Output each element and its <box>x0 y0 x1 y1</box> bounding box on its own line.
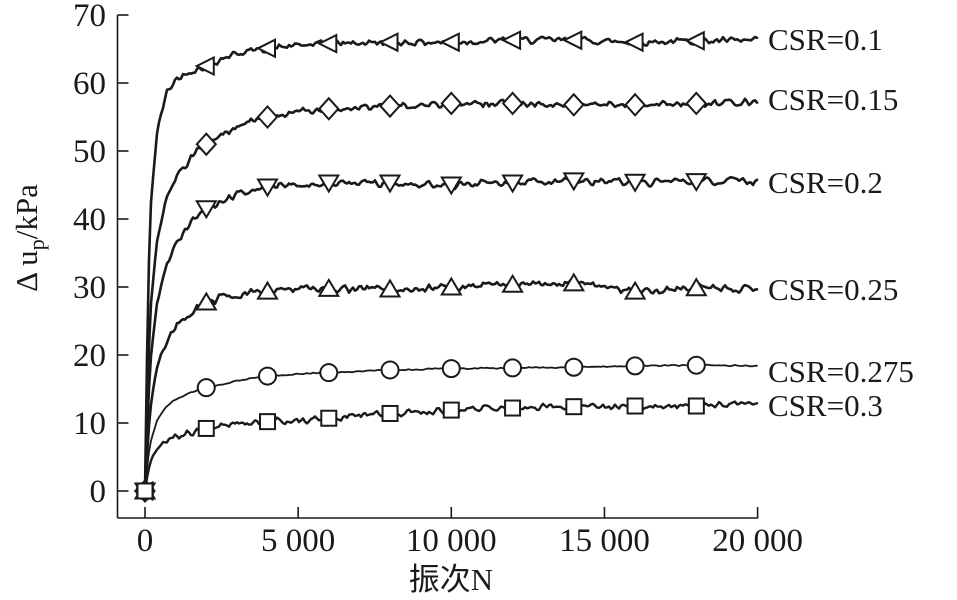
circle-marker <box>686 355 706 375</box>
series-curve-csr-0.2 <box>143 175 759 493</box>
square-marker <box>381 404 399 422</box>
circle-marker <box>441 359 461 379</box>
series-curve-csr-0.25 <box>143 278 759 493</box>
square-marker <box>197 419 215 437</box>
triangle-left-marker <box>623 32 644 53</box>
triangle-up-marker <box>256 280 279 300</box>
y-tick-label: 40 <box>73 202 106 238</box>
series-curve-csr-0.275 <box>144 363 758 492</box>
x-tick-label: 5 000 <box>261 523 335 559</box>
triangle-down-marker <box>317 174 341 194</box>
triangle-up-marker <box>317 277 341 297</box>
triangle-down-marker <box>378 174 402 194</box>
triangle-left-marker <box>255 38 276 59</box>
triangle-down-marker <box>562 172 586 192</box>
triangle-left-marker <box>562 30 583 51</box>
series-label-csr-0.2: CSR=0.2 <box>768 165 883 200</box>
diamond-marker <box>501 91 524 116</box>
diamond-marker <box>256 105 279 129</box>
triangle-up-marker <box>685 277 708 297</box>
circle-marker <box>380 360 400 380</box>
diamond-marker <box>379 94 401 119</box>
y-tick-label: 30 <box>73 270 106 306</box>
triangle-down-marker <box>256 178 279 198</box>
x-tick-label: 20 000 <box>712 523 803 559</box>
triangle-down-marker <box>685 173 708 193</box>
triangle-left-marker <box>317 33 338 54</box>
circle-marker <box>564 357 584 377</box>
diamond-marker <box>624 92 646 117</box>
diamond-marker <box>317 96 340 121</box>
triangle-down-marker <box>440 176 463 196</box>
triangle-up-marker <box>501 273 524 293</box>
triangle-up-marker <box>623 280 647 300</box>
square-marker <box>320 409 338 427</box>
triangle-down-marker <box>195 200 218 220</box>
series-label-csr-0.3: CSR=0.3 <box>768 388 883 423</box>
triangle-up-marker <box>195 291 218 311</box>
diamond-marker <box>440 91 463 116</box>
series-label-csr-0.1: CSR=0.1 <box>768 22 883 57</box>
circle-marker <box>625 356 645 376</box>
square-marker <box>687 397 705 415</box>
x-axis-label: 振次N <box>408 562 494 597</box>
series-label-csr-0.25: CSR=0.25 <box>768 272 899 307</box>
square-marker <box>565 398 583 416</box>
x-tick-label: 15 000 <box>559 523 650 559</box>
triangle-down-marker <box>501 174 524 194</box>
x-tick-label: 10 000 <box>406 523 497 559</box>
square-marker <box>442 401 460 419</box>
diamond-marker <box>195 132 218 157</box>
x-tick-label: 0 <box>137 523 154 559</box>
y-axis-label: Δ up/kPa <box>9 126 50 350</box>
square-marker <box>626 397 644 415</box>
circle-marker <box>196 378 216 398</box>
triangle-left-marker <box>194 55 215 77</box>
series-label-csr-0.275: CSR=0.275 <box>768 354 914 389</box>
triangle-up-marker <box>440 276 463 296</box>
series-label-csr-0.15: CSR=0.15 <box>768 82 899 117</box>
triangle-left-marker <box>439 32 460 53</box>
y-tick-label: 50 <box>73 134 106 170</box>
triangle-left-marker <box>378 32 399 53</box>
triangle-up-marker <box>378 278 402 298</box>
y-tick-label: 20 <box>73 338 106 374</box>
square-marker <box>259 413 277 431</box>
y-axis-label-suffix: /kPa <box>9 184 44 240</box>
square-marker <box>504 399 522 417</box>
y-tick-label: 0 <box>90 474 107 510</box>
triangle-down-marker <box>623 173 647 193</box>
square-marker <box>136 482 154 500</box>
diamond-marker <box>685 91 708 116</box>
y-tick-label: 60 <box>73 66 106 102</box>
diamond-marker <box>562 92 585 117</box>
circle-marker <box>319 363 339 383</box>
circle-marker <box>258 366 278 386</box>
triangle-left-marker <box>500 30 522 51</box>
y-tick-label: 10 <box>73 406 106 442</box>
y-tick-label: 70 <box>73 0 106 34</box>
circle-marker <box>503 358 523 378</box>
y-axis-label-subscript: p <box>24 239 50 251</box>
y-axis-label-prefix: Δ u <box>9 250 44 292</box>
triangle-up-marker <box>562 272 586 292</box>
triangle-left-marker <box>684 30 705 51</box>
